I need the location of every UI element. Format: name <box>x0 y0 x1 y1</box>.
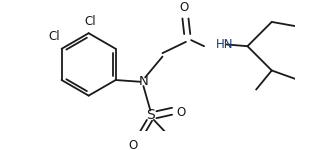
Text: HN: HN <box>216 38 234 51</box>
Text: O: O <box>176 106 185 119</box>
Text: Cl: Cl <box>85 15 96 28</box>
Text: Cl: Cl <box>49 30 60 43</box>
Text: O: O <box>128 139 138 150</box>
Text: N: N <box>138 75 148 88</box>
Text: O: O <box>179 1 189 14</box>
Text: S: S <box>146 108 155 122</box>
